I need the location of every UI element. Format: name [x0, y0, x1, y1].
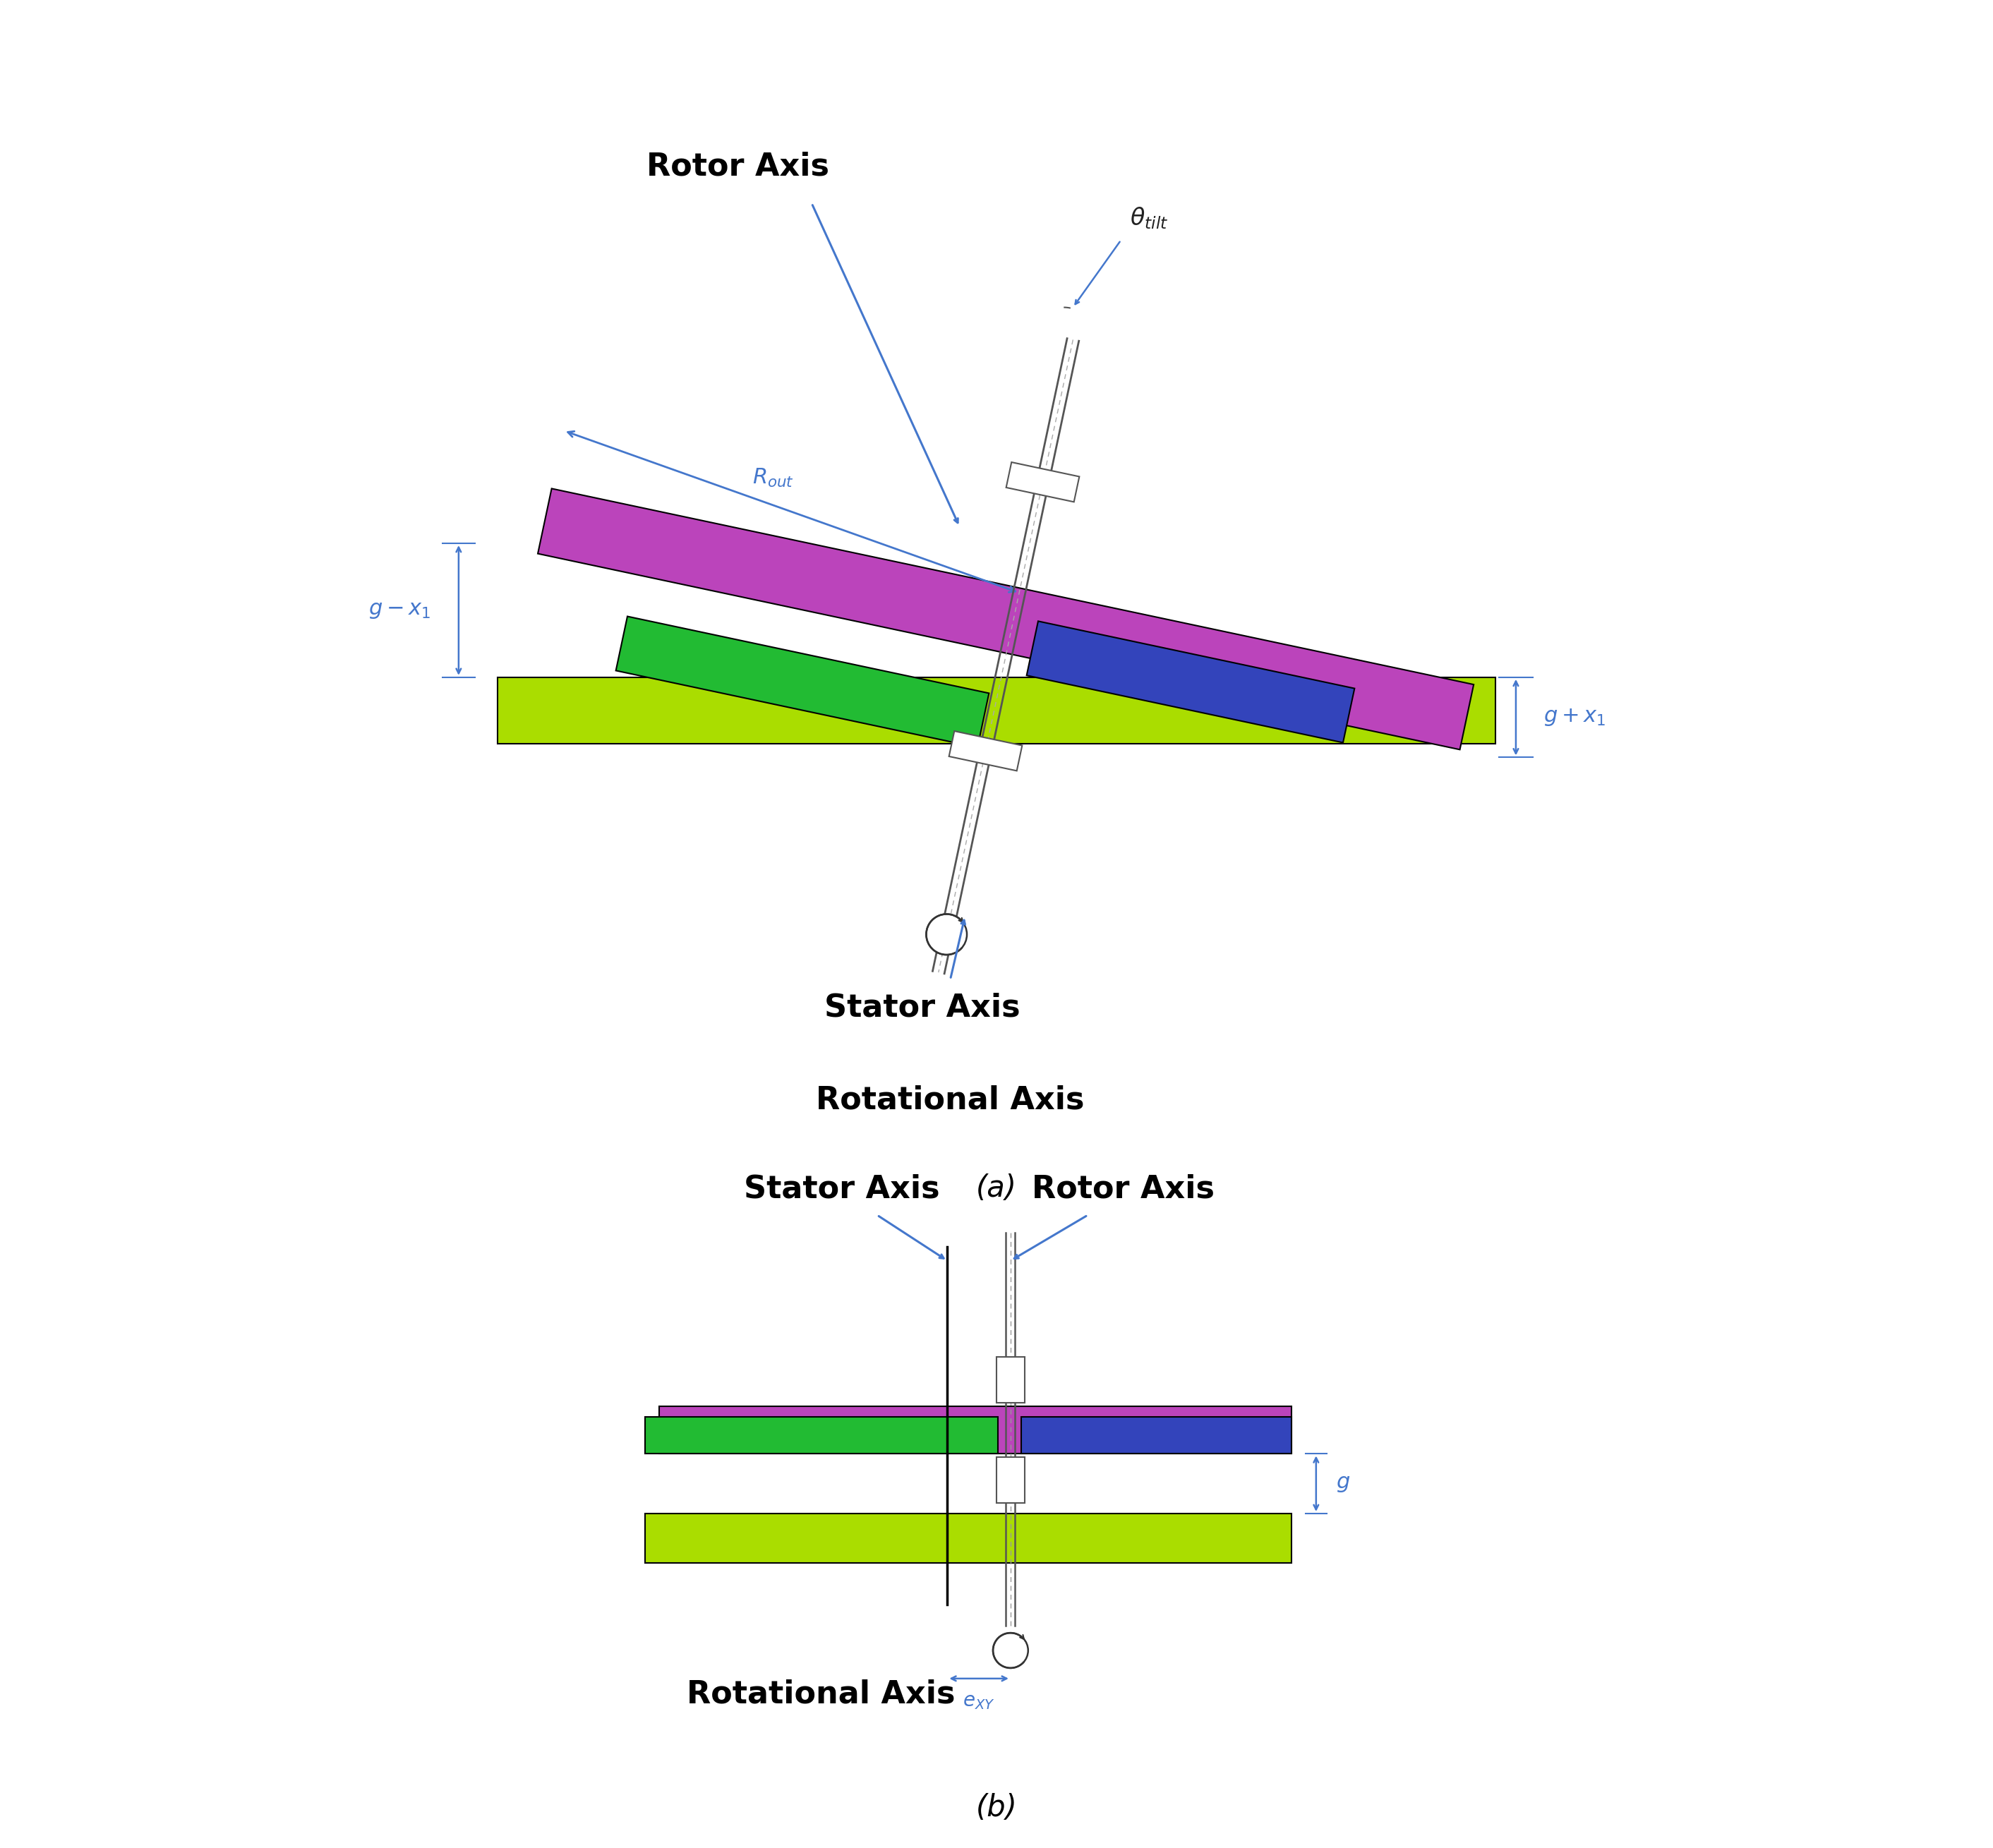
- Polygon shape: [646, 1417, 998, 1454]
- Polygon shape: [1026, 621, 1355, 743]
- Polygon shape: [616, 617, 989, 747]
- Text: Rotor Axis: Rotor Axis: [1032, 1173, 1214, 1203]
- Polygon shape: [1006, 462, 1080, 503]
- Text: $\theta_{tilt}$: $\theta_{tilt}$: [1130, 205, 1168, 231]
- Text: $R_{out}$: $R_{out}$: [751, 468, 793, 488]
- Text: Rotor Axis: Rotor Axis: [646, 152, 829, 181]
- Circle shape: [993, 1634, 1028, 1669]
- FancyBboxPatch shape: [996, 1356, 1024, 1403]
- Polygon shape: [660, 1406, 1291, 1454]
- Polygon shape: [646, 1514, 1291, 1563]
- FancyBboxPatch shape: [996, 1458, 1024, 1502]
- Text: $g-x_1$: $g-x_1$: [369, 601, 430, 621]
- Text: $g+x_1$: $g+x_1$: [1545, 708, 1606, 728]
- Text: Rotational Axis: Rotational Axis: [815, 1085, 1084, 1114]
- Polygon shape: [949, 732, 1022, 771]
- Text: $e_{XY}$: $e_{XY}$: [963, 1691, 995, 1711]
- Polygon shape: [498, 678, 1495, 743]
- Circle shape: [927, 915, 967, 955]
- Text: $g$: $g$: [1335, 1473, 1349, 1493]
- Text: Rotational Axis: Rotational Axis: [688, 1680, 955, 1709]
- Text: (b): (b): [977, 1793, 1016, 1822]
- Polygon shape: [538, 488, 1473, 750]
- Text: (a): (a): [977, 1173, 1016, 1203]
- Text: Stator Axis: Stator Axis: [743, 1173, 941, 1203]
- Text: Stator Axis: Stator Axis: [825, 992, 1020, 1022]
- Polygon shape: [1020, 1417, 1291, 1454]
